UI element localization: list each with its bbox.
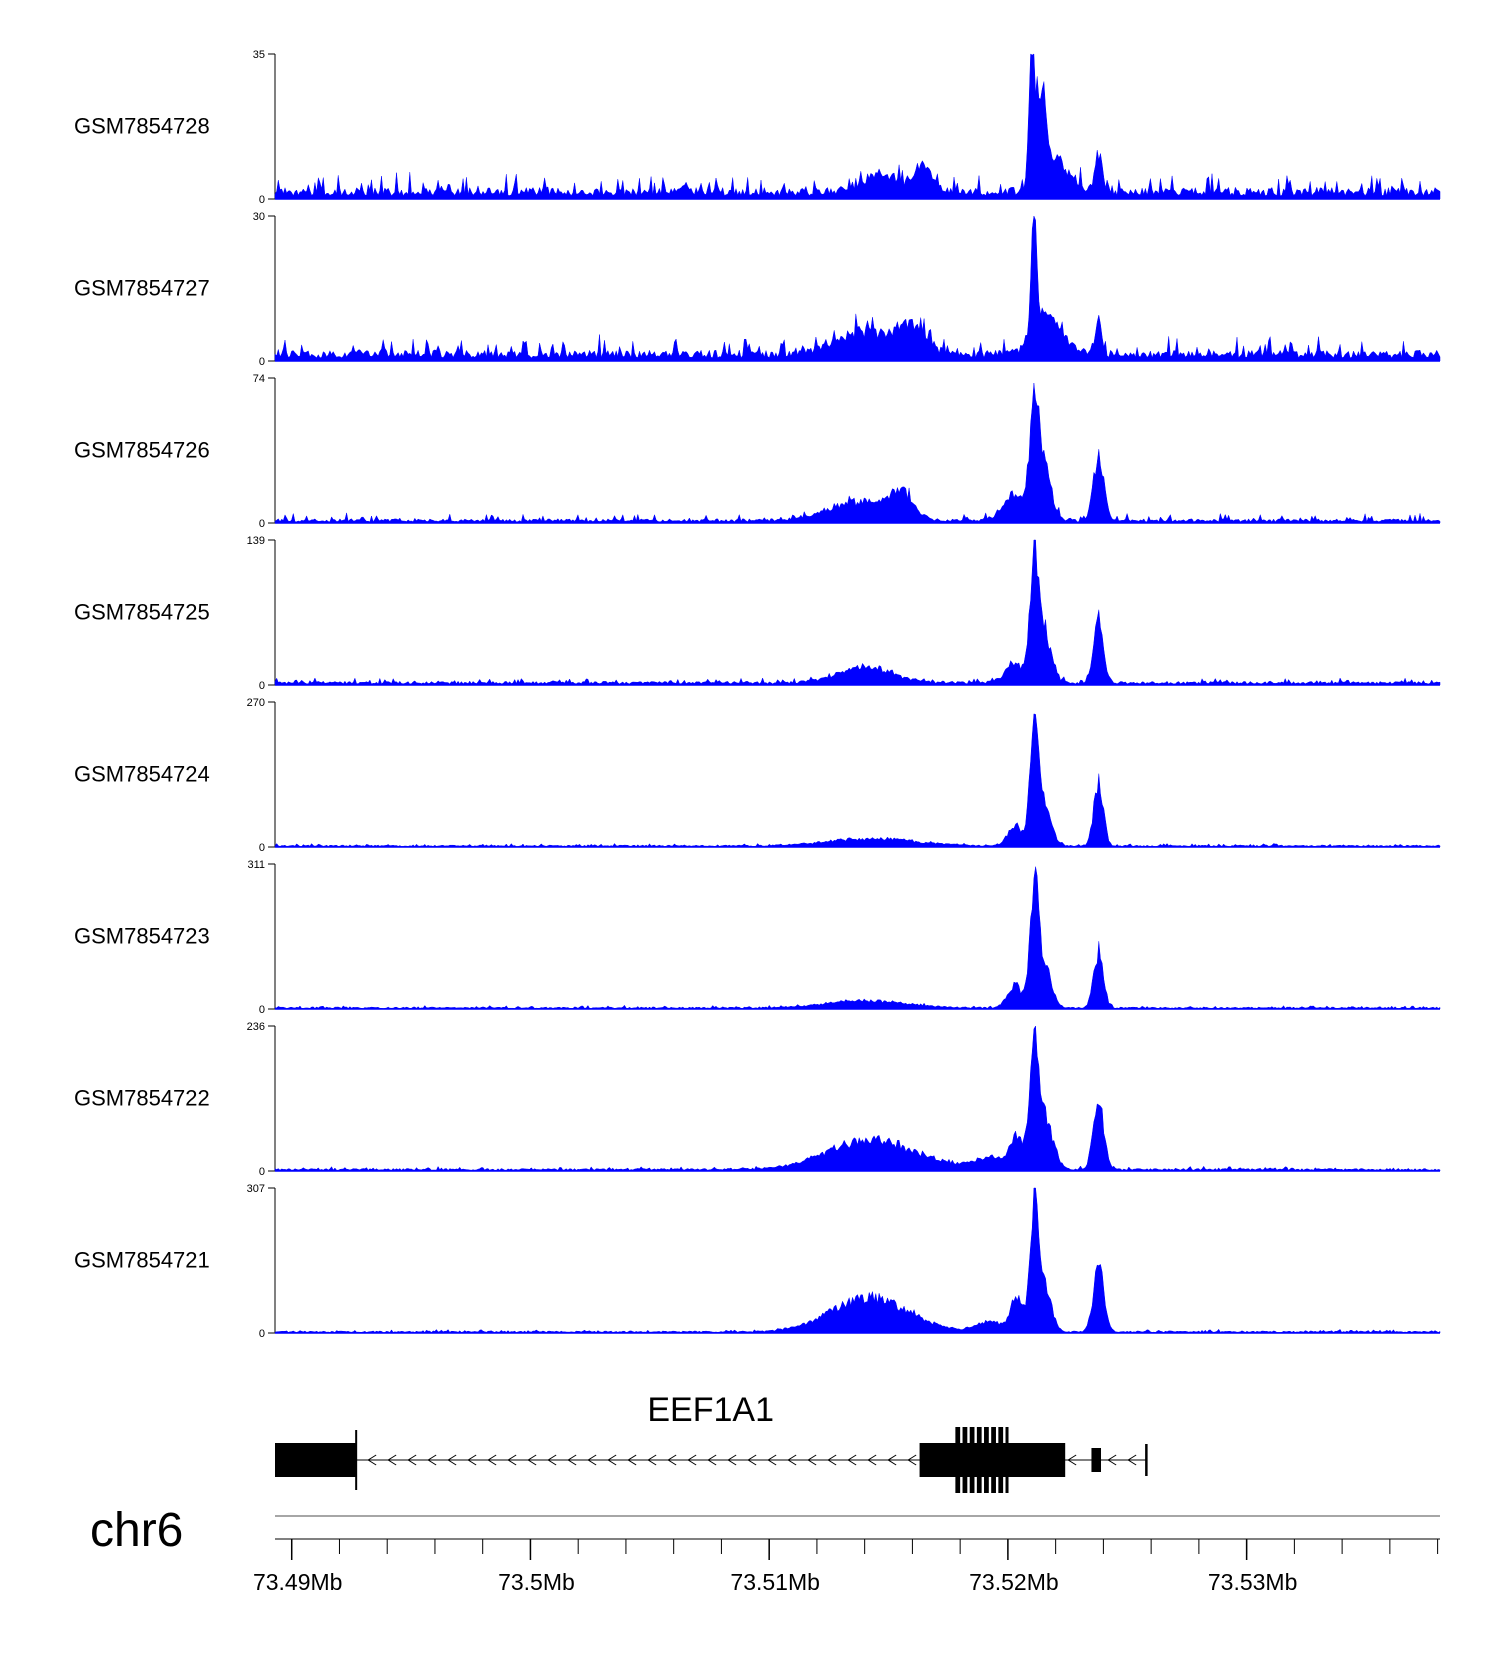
strand-arrow-icon [727, 1454, 737, 1466]
strand-arrow-icon [707, 1454, 717, 1466]
strand-arrow-icon [567, 1454, 577, 1466]
y-tick-label-min: 0 [259, 1166, 265, 1178]
y-tick-label-max: 30 [253, 211, 265, 223]
strand-arrow-icon [1107, 1454, 1117, 1466]
track-GSM7854722: GSM7854722 236 0 [74, 1021, 1441, 1178]
strand-arrow-icon [647, 1454, 657, 1466]
strand-arrow-icon [867, 1454, 877, 1466]
strand-arrow-icon [587, 1454, 597, 1466]
strand-arrow-icon [487, 1454, 497, 1466]
track-label: GSM7854722 [74, 1086, 210, 1111]
gene-exon [984, 1427, 989, 1493]
track-GSM7854727: GSM7854727 30 0 [74, 211, 1441, 368]
signal-area [274, 713, 1441, 848]
y-tick-label-max: 307 [247, 1183, 265, 1195]
strand-arrow-icon [687, 1454, 697, 1466]
signal-area [274, 53, 1441, 200]
y-tick-label-max: 311 [247, 859, 265, 871]
y-tick-label-max: 35 [253, 49, 265, 61]
y-tick-label-max: 139 [247, 535, 265, 547]
strand-arrow-icon [787, 1454, 797, 1466]
strand-arrow-icon [767, 1454, 777, 1466]
gene-exon [1005, 1427, 1009, 1493]
strand-arrow-icon [807, 1454, 817, 1466]
strand-arrow-icon [847, 1454, 857, 1466]
strand-arrow-icon [467, 1454, 477, 1466]
track-GSM7854724: GSM7854724 270 0 [74, 697, 1441, 854]
signal-area [274, 1025, 1441, 1172]
strand-arrow-icon [427, 1454, 437, 1466]
strand-arrow-icon [527, 1454, 537, 1466]
gene-exon [991, 1427, 996, 1493]
y-tick-label-min: 0 [259, 518, 265, 530]
gene-exon [998, 1427, 1004, 1493]
coordinate-tick-label: 73.5Mb [498, 1569, 575, 1595]
strand-arrow-icon [507, 1454, 517, 1466]
y-tick-label-min: 0 [259, 842, 265, 854]
y-tick-label-min: 0 [259, 1328, 265, 1340]
gene-exon [955, 1427, 961, 1493]
signal-area [274, 215, 1441, 362]
y-tick-label-min: 0 [259, 1004, 265, 1016]
track-label: GSM7854728 [74, 114, 210, 139]
track-label: GSM7854721 [74, 1248, 210, 1273]
coordinate-tick-label: 73.51Mb [730, 1569, 820, 1595]
strand-arrow-icon [367, 1454, 377, 1466]
track-GSM7854723: GSM7854723 311 0 [74, 859, 1441, 1016]
y-tick-label-min: 0 [259, 194, 265, 206]
strand-arrow-icon [387, 1454, 397, 1466]
y-tick-label-min: 0 [259, 356, 265, 368]
strand-arrow-icon [887, 1454, 897, 1466]
signal-area [274, 539, 1441, 686]
strand-arrow-icon [607, 1454, 617, 1466]
track-GSM7854728: GSM7854728 35 0 [74, 49, 1441, 206]
gene-name-label: EEF1A1 [647, 1391, 774, 1429]
track-GSM7854726: GSM7854726 74 0 [74, 373, 1441, 530]
strand-arrow-icon [447, 1454, 457, 1466]
coordinate-tick-label: 73.49Mb [253, 1569, 343, 1595]
gene-exon [275, 1443, 357, 1477]
chromosome-label: chr6 [90, 1504, 183, 1557]
coordinate-tick-label: 73.53Mb [1208, 1569, 1298, 1595]
strand-arrow-icon [1067, 1454, 1077, 1466]
strand-arrow-icon [407, 1454, 417, 1466]
coordinate-tick-label: 73.52Mb [969, 1569, 1059, 1595]
gene-exon [969, 1427, 975, 1493]
track-label: GSM7854726 [74, 438, 210, 463]
strand-arrow-icon [747, 1454, 757, 1466]
track-label: GSM7854724 [74, 762, 210, 787]
genome-axis: chr6 73.49Mb 73.5Mb 73.51Mb 73.52Mb 73.53Mb [90, 1504, 1440, 1595]
signal-area [274, 382, 1441, 524]
signal-area [274, 1187, 1441, 1334]
y-tick-label-max: 74 [253, 373, 265, 385]
strand-arrow-icon [907, 1454, 917, 1466]
track-label: GSM7854725 [74, 600, 210, 625]
signal-area [274, 866, 1441, 1010]
strand-arrow-icon [1127, 1454, 1137, 1466]
strand-arrow-icon [547, 1454, 557, 1466]
strand-arrow-icon [667, 1454, 677, 1466]
track-label: GSM7854727 [74, 276, 210, 301]
track-GSM7854725: GSM7854725 139 0 [74, 535, 1441, 692]
track-label: GSM7854723 [74, 924, 210, 949]
signal-tracks: GSM7854728350GSM7854727300GSM7854726740G… [74, 49, 1441, 1340]
gene-exon [1091, 1448, 1102, 1472]
gene-track: EEF1A1 [275, 1391, 1148, 1493]
gene-exon [976, 1427, 982, 1493]
strand-arrow-icon [827, 1454, 837, 1466]
y-tick-label-max: 236 [247, 1021, 265, 1033]
y-tick-label-min: 0 [259, 680, 265, 692]
gene-exon [962, 1427, 968, 1493]
track-GSM7854721: GSM7854721 307 0 [74, 1183, 1441, 1340]
strand-arrow-icon [627, 1454, 637, 1466]
y-tick-label-max: 270 [247, 697, 265, 709]
